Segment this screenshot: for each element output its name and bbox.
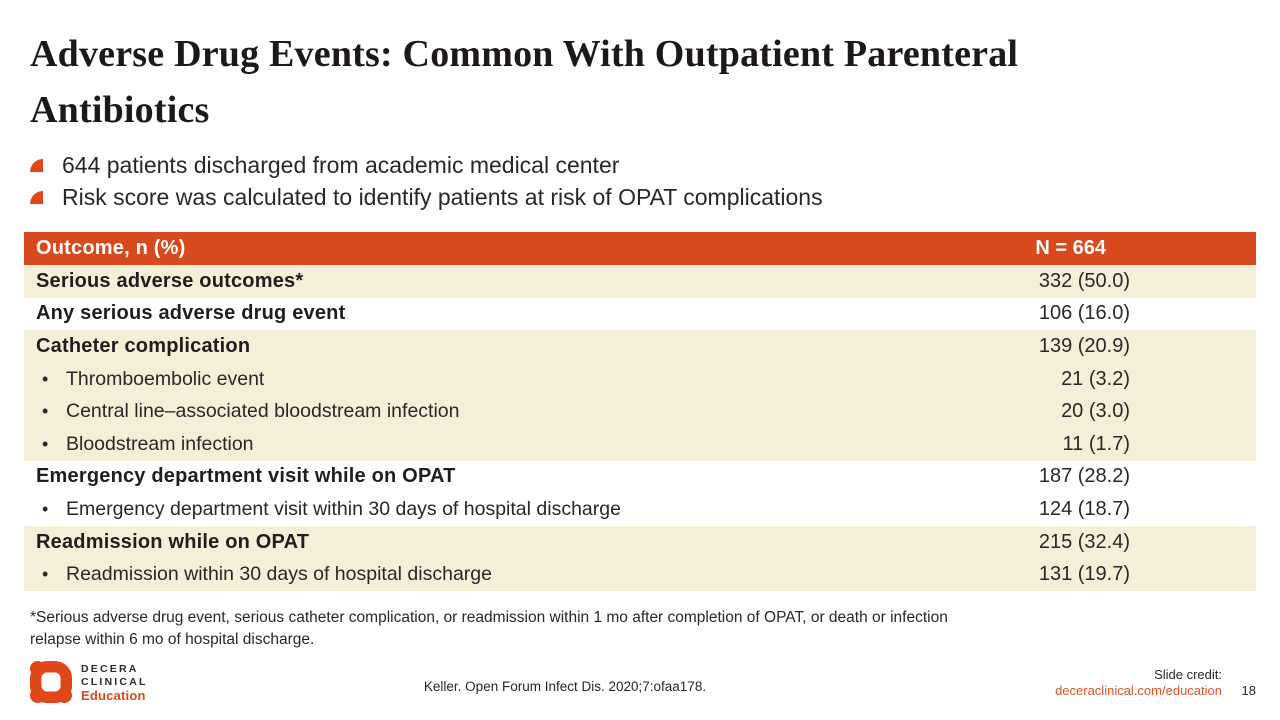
table-header-outcome: Outcome, n (%) xyxy=(36,237,186,259)
decera-logo: DECERA CLINICAL Education xyxy=(30,661,148,703)
table-row: Emergency department visit while on OPAT… xyxy=(24,460,1256,494)
title-line-2: Antibiotics xyxy=(30,89,210,131)
table-header-row: Outcome, n (%) N = 664 xyxy=(24,232,1256,265)
row-value: 139 (20.9) xyxy=(1038,334,1130,357)
bullet-dot-icon: • xyxy=(42,498,49,519)
table-row: Any serious adverse drug event 106 (16.0) xyxy=(24,297,1256,331)
footnote-line-1: *Serious adverse drug event, serious cat… xyxy=(30,609,948,626)
footnote-line-2: relapse within 6 mo of hospital discharg… xyxy=(30,631,315,648)
row-label-cell: • Thromboembolic event xyxy=(24,368,936,391)
table-row: Serious adverse outcomes* 332 (50.0) xyxy=(24,265,1256,298)
row-value: 21 (3.2) xyxy=(1061,367,1130,390)
row-label: Central line–associated bloodstream infe… xyxy=(66,400,460,423)
row-label: Catheter complication xyxy=(36,334,251,357)
table-row: • Thromboembolic event 21 (3.2) xyxy=(24,362,1256,396)
slide-credit-label: Slide credit: xyxy=(1154,667,1222,682)
row-value: 215 (32.4) xyxy=(1038,530,1130,553)
row-label: Thromboembolic event xyxy=(66,367,265,390)
row-label-cell: Any serious adverse drug event xyxy=(24,302,936,325)
logo-line-3: Education xyxy=(81,688,146,703)
table-row: Catheter complication 139 (20.9) xyxy=(24,330,1256,363)
row-value: 124 (18.7) xyxy=(1038,497,1130,520)
triangle-bullet-icon xyxy=(30,191,43,204)
logo-line-1: DECERA xyxy=(81,663,139,675)
slide-credit: Slide credit: deceraclinical.com/educati… xyxy=(1055,667,1222,699)
row-value: 187 (28.2) xyxy=(1038,465,1130,488)
table-row: • Central line–associated bloodstream inf… xyxy=(24,395,1256,428)
footnote: *Serious adverse drug event, serious cat… xyxy=(30,607,948,651)
row-label: Bloodstream infection xyxy=(66,432,254,455)
list-item: Risk score was calculated to identify pa… xyxy=(30,181,823,213)
row-value: 332 (50.0) xyxy=(1038,269,1130,292)
bullet-list: 644 patients discharged from academic me… xyxy=(30,149,823,213)
row-label-cell: • Central line–associated bloodstream inf… xyxy=(24,400,936,423)
table-row: • Readmission within 30 days of hospital … xyxy=(24,558,1256,591)
row-label: Any serious adverse drug event xyxy=(36,302,346,325)
logo-line-2: CLINICAL xyxy=(81,675,148,688)
row-label-cell: Readmission while on OPAT xyxy=(24,531,936,554)
bullet-text: 644 patients discharged from academic me… xyxy=(62,152,620,178)
row-value: 11 (1.7) xyxy=(1062,432,1130,455)
logo-text: DECERA CLINICAL Education xyxy=(81,661,148,703)
row-label: Emergency department visit within 30 day… xyxy=(66,497,621,520)
row-label-cell: Emergency department visit while on OPAT xyxy=(24,465,936,488)
table-body: Serious adverse outcomes* 332 (50.0) Any s… xyxy=(24,265,1256,591)
row-label-cell: • Readmission within 30 days of hospital … xyxy=(24,563,936,586)
footer: DECERA CLINICAL Education Keller. Open F… xyxy=(0,655,1280,710)
slide-credit-link[interactable]: deceraclinical.com/education xyxy=(1055,683,1222,698)
row-label-cell: • Emergency department visit within 30 da… xyxy=(24,498,936,521)
page-number: 18 xyxy=(1241,683,1256,698)
bullet-dot-icon: • xyxy=(42,368,49,389)
row-label-cell: Catheter complication xyxy=(24,335,936,358)
table-row: • Emergency department visit within 30 da… xyxy=(24,493,1256,526)
row-value: 20 (3.0) xyxy=(1061,400,1130,423)
row-label: Readmission within 30 days of hospital d… xyxy=(66,563,492,586)
triangle-bullet-icon xyxy=(30,159,43,172)
bullet-text: Risk score was calculated to identify pa… xyxy=(62,184,823,210)
row-label: Readmission while on OPAT xyxy=(36,530,310,553)
citation: Keller. Open Forum Infect Dis. 2020;7:of… xyxy=(423,679,707,694)
list-item: 644 patients discharged from academic me… xyxy=(30,149,823,181)
table-row: • Bloodstream infection 11 (1.7) xyxy=(24,427,1256,461)
bullet-dot-icon: • xyxy=(42,564,49,585)
decera-logo-icon xyxy=(30,661,72,703)
row-label: Serious adverse outcomes* xyxy=(36,269,304,292)
table-header-n: N = 664 xyxy=(1035,237,1106,259)
row-label-cell: • Bloodstream infection xyxy=(24,433,936,456)
row-label-cell: Serious adverse outcomes* xyxy=(24,270,936,293)
row-value: 106 (16.0) xyxy=(1038,302,1130,325)
row-value: 131 (19.7) xyxy=(1038,563,1130,586)
bullet-dot-icon: • xyxy=(42,401,49,422)
bullet-dot-icon: • xyxy=(42,433,49,454)
row-label: Emergency department visit while on OPAT xyxy=(36,465,456,488)
table-row: Readmission while on OPAT 215 (32.4) xyxy=(24,525,1256,559)
page-title: Adverse Drug Events: Common With Outpati… xyxy=(30,26,1180,138)
outcomes-table: Outcome, n (%) N = 664 Serious adverse o… xyxy=(24,232,1256,591)
title-line-1: Adverse Drug Events: Common With Outpati… xyxy=(30,33,1019,75)
